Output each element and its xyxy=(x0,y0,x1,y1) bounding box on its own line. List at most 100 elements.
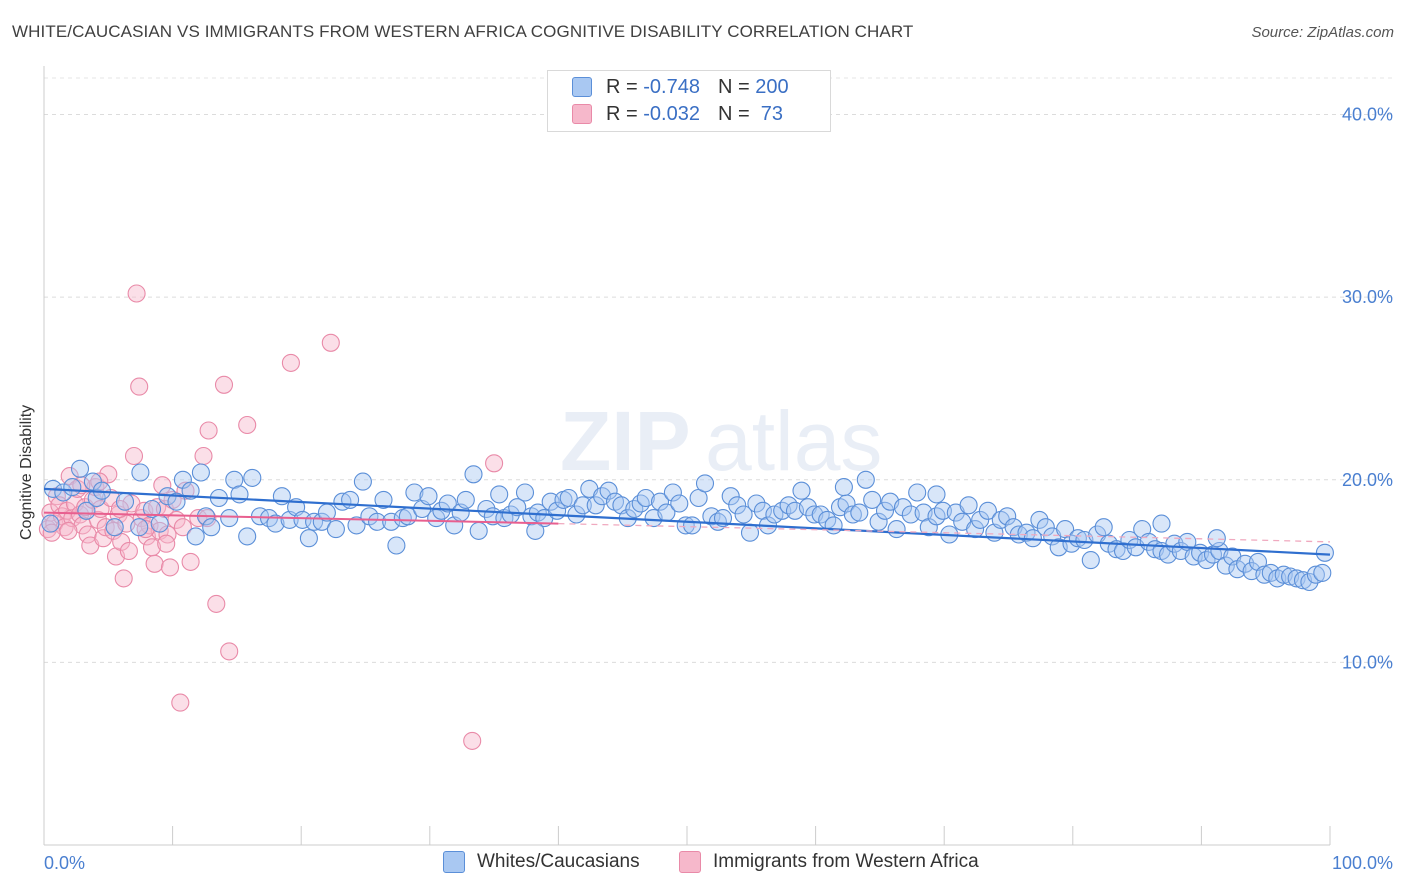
y-tick-label-3: 40.0% xyxy=(1342,105,1393,125)
western-africa-point-54 xyxy=(194,446,213,466)
western-africa-point-50 xyxy=(171,693,190,712)
whites-point-19 xyxy=(186,527,205,546)
whites-point-48 xyxy=(382,512,401,531)
whites-point-47 xyxy=(374,490,393,509)
whites-point-5 xyxy=(77,501,96,520)
tick-labels: 10.0% 20.0% 30.0% 40.0% 0.0% 100.0% xyxy=(44,105,1393,873)
watermark-suffix: atlas xyxy=(705,394,882,488)
trend-line-whites xyxy=(43,487,1331,556)
western-africa-point-34 xyxy=(127,284,146,303)
western-africa-point-59 xyxy=(238,415,257,435)
whites-point-16 xyxy=(167,492,186,511)
legend-swatch-whites xyxy=(443,851,465,873)
western-africa-point-44 xyxy=(153,476,172,495)
whites-point-9 xyxy=(105,518,124,537)
legend-n-value: 200 xyxy=(755,75,789,98)
western-africa-point-15 xyxy=(78,525,97,544)
source-label: Source: ZipAtlas.com xyxy=(1251,24,1394,41)
legend-swatch-whites xyxy=(572,77,592,97)
whites-point-196 xyxy=(834,478,853,497)
whites-point-61 xyxy=(464,465,483,484)
whites-point-97 xyxy=(695,474,715,493)
whites-point-124 xyxy=(869,512,888,531)
legend-r-value: -0.748 xyxy=(643,75,700,98)
whites-point-54 xyxy=(419,487,438,506)
whites-point-28 xyxy=(243,468,262,487)
western-africa-point-35 xyxy=(130,377,149,396)
legend-n-label: N = xyxy=(717,75,756,98)
western-africa-point-70 xyxy=(157,534,176,553)
whites-point-122 xyxy=(856,470,875,489)
western-africa-point-47 xyxy=(160,558,180,577)
whites-point-140 xyxy=(971,510,990,529)
whites-point-4 xyxy=(70,459,90,478)
whites-point-112 xyxy=(792,481,811,500)
whites-point-65 xyxy=(490,485,509,504)
whites-point-138 xyxy=(959,496,978,515)
whites-point-69 xyxy=(515,483,535,502)
legend-row-whites: R = -0.748 N = 200 xyxy=(548,74,789,100)
legend-label-western-africa: Immigrants from Western Africa xyxy=(713,851,979,872)
whites-point-46 xyxy=(368,512,387,531)
western-africa-point-63 xyxy=(485,454,504,473)
whites-point-141 xyxy=(978,501,997,520)
whites-point-101 xyxy=(721,487,740,506)
whites-point-43 xyxy=(347,516,366,535)
gridlines xyxy=(44,77,1393,663)
whites-point-68 xyxy=(508,498,527,517)
whites-point-157 xyxy=(1081,551,1100,570)
series-legend: Whites/Caucasians Immigrants from Wester… xyxy=(0,851,1406,877)
western-africa-point-62 xyxy=(463,731,482,750)
western-africa-point-31 xyxy=(119,541,138,561)
whites-point-0 xyxy=(41,514,60,533)
whites-point-12 xyxy=(131,463,150,482)
whites-point-26 xyxy=(230,485,249,504)
x-tick-label-1: 100.0% xyxy=(1332,853,1393,873)
whites-point-144 xyxy=(998,507,1017,526)
whites-point-88 xyxy=(636,488,655,508)
legend-row-western-africa: R = -0.032 N = 73 xyxy=(548,101,783,127)
whites-point-40 xyxy=(326,520,345,539)
western-africa-point-58 xyxy=(220,642,239,661)
whites-point-14 xyxy=(150,514,169,533)
whites-point-104 xyxy=(740,523,760,542)
whites-point-120 xyxy=(843,505,862,524)
whites-point-11 xyxy=(130,518,149,537)
whites-point-103 xyxy=(734,505,753,524)
whites-point-125 xyxy=(875,501,895,520)
whites-point-2 xyxy=(54,483,73,502)
whites-point-128 xyxy=(893,498,913,517)
whites-point-90 xyxy=(650,492,670,511)
legend-item-western-africa[interactable]: Immigrants from Western Africa xyxy=(679,851,979,873)
legend-r-value: -0.032 xyxy=(643,102,700,125)
western-africa-point-41 xyxy=(145,554,164,573)
legend-r-label: R = xyxy=(606,75,644,98)
whites-point-18 xyxy=(181,481,200,500)
whites-point-78 xyxy=(573,496,592,515)
whites-point-105 xyxy=(747,494,766,513)
whites-point-41 xyxy=(333,492,352,511)
chart-title: WHITE/CAUCASIAN VS IMMIGRANTS FROM WESTE… xyxy=(12,22,914,41)
legend-n-label: N = xyxy=(717,102,756,125)
legend-item-whites[interactable]: Whites/Caucasians xyxy=(443,851,640,873)
whites-point-198 xyxy=(1152,514,1171,533)
whites-point-130 xyxy=(908,483,927,502)
whites-point-102 xyxy=(728,496,747,515)
whites-point-10 xyxy=(115,492,135,511)
whites-point-123 xyxy=(863,490,882,509)
whites-point-117 xyxy=(824,516,843,535)
whites-point-92 xyxy=(663,483,682,502)
western-africa-point-69 xyxy=(136,520,155,539)
western-africa-point-71 xyxy=(173,518,192,537)
whites-point-192 xyxy=(1306,565,1325,584)
whites-point-24 xyxy=(220,509,239,528)
whites-point-27 xyxy=(238,527,257,546)
correlation-legend: R = -0.748 N = 200 R = -0.032 N = 73 xyxy=(547,70,831,132)
western-africa-point-60 xyxy=(281,353,300,372)
trend-line-western-africa-extension xyxy=(558,522,1331,543)
whites-point-93 xyxy=(670,494,689,513)
whites-point-13 xyxy=(142,499,162,519)
whites-point-44 xyxy=(353,472,372,491)
western-africa-point-61 xyxy=(321,333,340,352)
